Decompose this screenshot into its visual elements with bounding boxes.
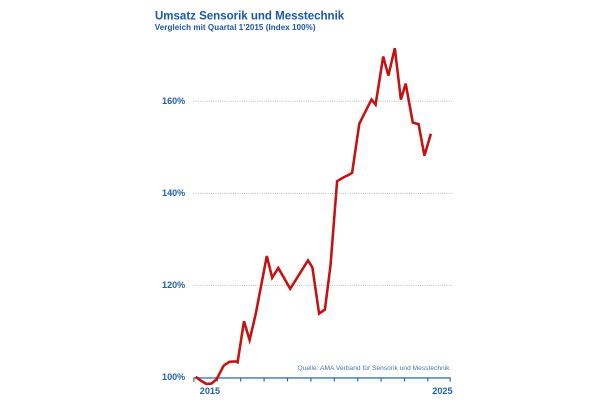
svg-text:160%: 160%	[162, 96, 185, 106]
svg-text:100%: 100%	[162, 372, 185, 382]
svg-text:140%: 140%	[162, 188, 185, 198]
svg-text:2015: 2015	[200, 386, 220, 396]
svg-text:Umsatz Sensorik und Messtechni: Umsatz Sensorik und Messtechnik	[155, 11, 345, 23]
svg-text:120%: 120%	[162, 280, 185, 290]
svg-text:Vergleich mit Quartal 1'2015 (: Vergleich mit Quartal 1'2015 (Index 100%…	[155, 23, 316, 32]
svg-text:2025: 2025	[432, 386, 452, 396]
svg-text:Quelle: AMA Verband für Sensor: Quelle: AMA Verband für Sensorik und Mes…	[298, 365, 451, 372]
